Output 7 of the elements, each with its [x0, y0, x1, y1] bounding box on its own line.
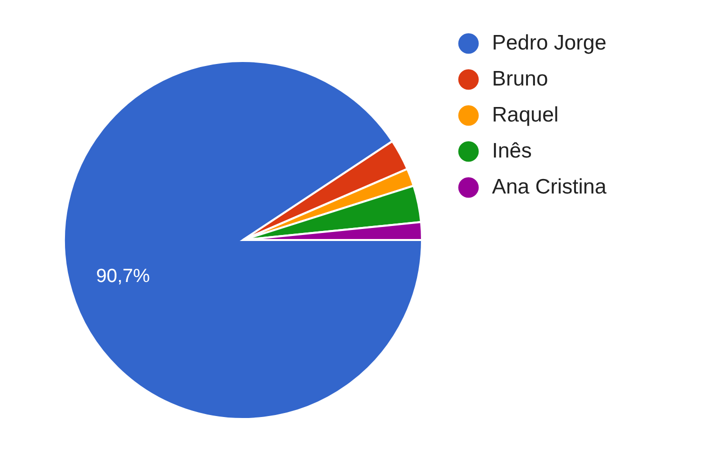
legend-label: Ana Cristina [492, 176, 607, 198]
legend-label: Inês [492, 140, 532, 162]
data-label: 90,7% [96, 266, 150, 288]
legend-label: Bruno [492, 68, 548, 90]
legend-label: Pedro Jorge [492, 32, 606, 54]
pie-slice [63, 60, 423, 420]
legend-label: Raquel [492, 104, 559, 126]
